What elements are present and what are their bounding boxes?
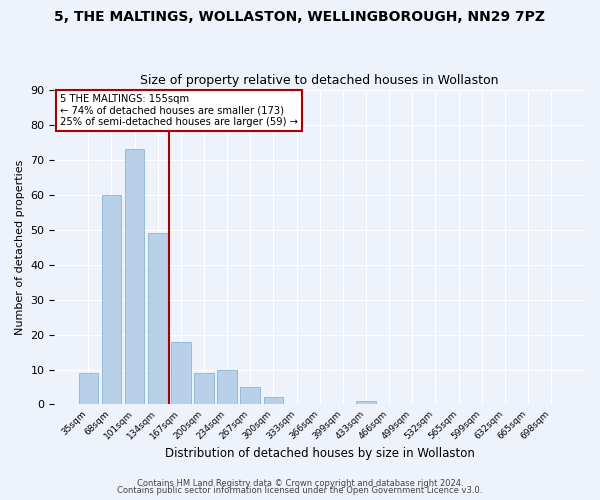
- Text: 5, THE MALTINGS, WOLLASTON, WELLINGBOROUGH, NN29 7PZ: 5, THE MALTINGS, WOLLASTON, WELLINGBOROU…: [55, 10, 545, 24]
- Bar: [101, 194, 121, 404]
- Text: Contains HM Land Registry data © Crown copyright and database right 2024.: Contains HM Land Registry data © Crown c…: [137, 478, 463, 488]
- Text: 5 THE MALTINGS: 155sqm
← 74% of detached houses are smaller (173)
25% of semi-de: 5 THE MALTINGS: 155sqm ← 74% of detached…: [60, 94, 298, 128]
- Bar: [356, 401, 376, 404]
- Bar: [171, 342, 191, 404]
- Bar: [79, 373, 98, 404]
- Title: Size of property relative to detached houses in Wollaston: Size of property relative to detached ho…: [140, 74, 499, 87]
- Bar: [148, 233, 167, 404]
- Bar: [263, 398, 283, 404]
- Bar: [125, 149, 145, 405]
- X-axis label: Distribution of detached houses by size in Wollaston: Distribution of detached houses by size …: [165, 447, 475, 460]
- Bar: [217, 370, 237, 404]
- Bar: [241, 387, 260, 404]
- Text: Contains public sector information licensed under the Open Government Licence v3: Contains public sector information licen…: [118, 486, 482, 495]
- Y-axis label: Number of detached properties: Number of detached properties: [15, 160, 25, 334]
- Bar: [194, 373, 214, 404]
